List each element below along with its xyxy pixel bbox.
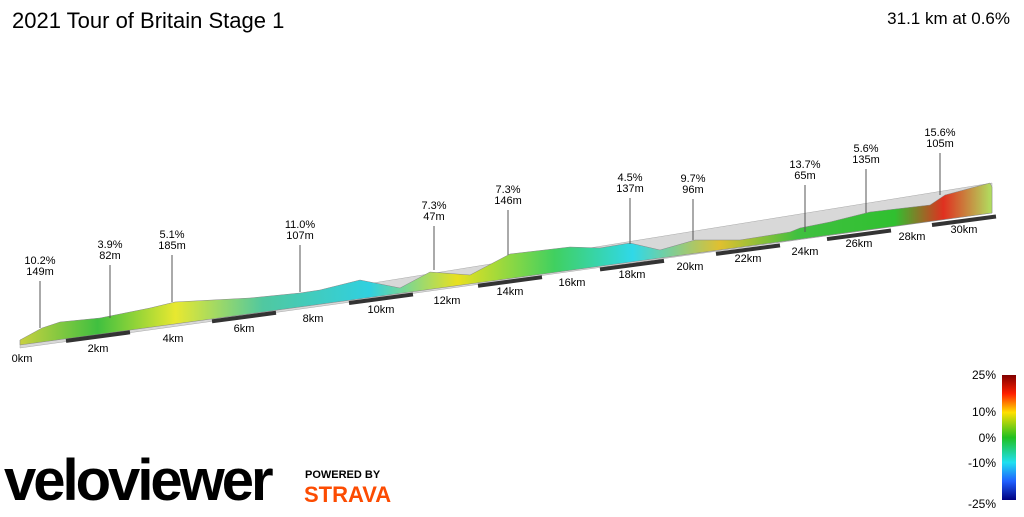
climb-gradient: 4.5% — [617, 172, 642, 184]
distance-segment — [211, 310, 277, 324]
climb-length: 137m — [616, 183, 644, 195]
title: 2021 Tour of Britain Stage 1 — [12, 8, 284, 33]
climb-gradient: 7.3% — [495, 184, 520, 196]
climb-length: 149m — [26, 266, 54, 278]
distance-segment — [477, 275, 543, 288]
scale-label: 0% — [979, 431, 997, 445]
distance-label: 18km — [619, 269, 646, 281]
scale-label: -25% — [968, 497, 996, 511]
distance-label: 4km — [163, 333, 184, 345]
scale-label: -10% — [968, 456, 996, 470]
scale-label: 25% — [972, 368, 996, 382]
distance-label: 22km — [735, 253, 762, 265]
distance-segment — [599, 258, 665, 272]
logo: veloviewer — [4, 448, 273, 512]
climb-gradient: 13.7% — [789, 159, 820, 171]
distance-label: 26km — [846, 238, 873, 250]
distance-segment — [348, 292, 414, 305]
climb-length: 65m — [794, 170, 815, 182]
climb-gradient: 9.7% — [680, 173, 705, 185]
distance-label: 2km — [88, 343, 109, 355]
powered-by: POWERED BY — [305, 469, 381, 481]
distance-label: 12km — [434, 295, 461, 307]
distance-label: 16km — [559, 277, 586, 289]
distance-label: 6km — [234, 323, 255, 335]
distance-segment — [715, 243, 781, 256]
distance-label: 28km — [899, 231, 926, 243]
distance-label: 30km — [951, 224, 978, 236]
climb-length: 135m — [852, 154, 880, 166]
climb-length: 105m — [926, 138, 954, 150]
distance-label: 24km — [792, 246, 819, 258]
distance-label: 8km — [303, 313, 324, 325]
gradient-scale-bar — [1002, 375, 1016, 500]
distance-segment — [65, 330, 131, 343]
climb-gradient: 15.6% — [924, 127, 955, 139]
elevation-profile — [19, 182, 993, 346]
scale-label: 10% — [972, 405, 996, 419]
climb-length: 96m — [682, 184, 703, 196]
distance-label: 20km — [677, 261, 704, 273]
climb-length: 185m — [158, 240, 186, 252]
distance-segment — [931, 214, 997, 228]
climb-length: 47m — [423, 211, 444, 223]
climb-gradient: 3.9% — [97, 239, 122, 251]
climb-gradient: 11.0% — [285, 219, 316, 231]
distance-label: 14km — [497, 286, 524, 298]
summary: 31.1 km at 0.6% — [887, 9, 1010, 28]
climb-length: 82m — [99, 250, 120, 262]
climb-gradient: 10.2% — [24, 255, 55, 267]
climb-gradient: 7.3% — [421, 200, 446, 212]
partner-logo: STRAVA — [304, 482, 391, 507]
climb-gradient: 5.1% — [159, 229, 184, 241]
climb-length: 107m — [286, 230, 314, 242]
climb-gradient: 5.6% — [853, 143, 878, 155]
distance-segment — [826, 228, 892, 242]
distance-label: 0km — [12, 353, 33, 365]
distance-label: 10km — [368, 304, 395, 316]
climb-length: 146m — [494, 195, 522, 207]
